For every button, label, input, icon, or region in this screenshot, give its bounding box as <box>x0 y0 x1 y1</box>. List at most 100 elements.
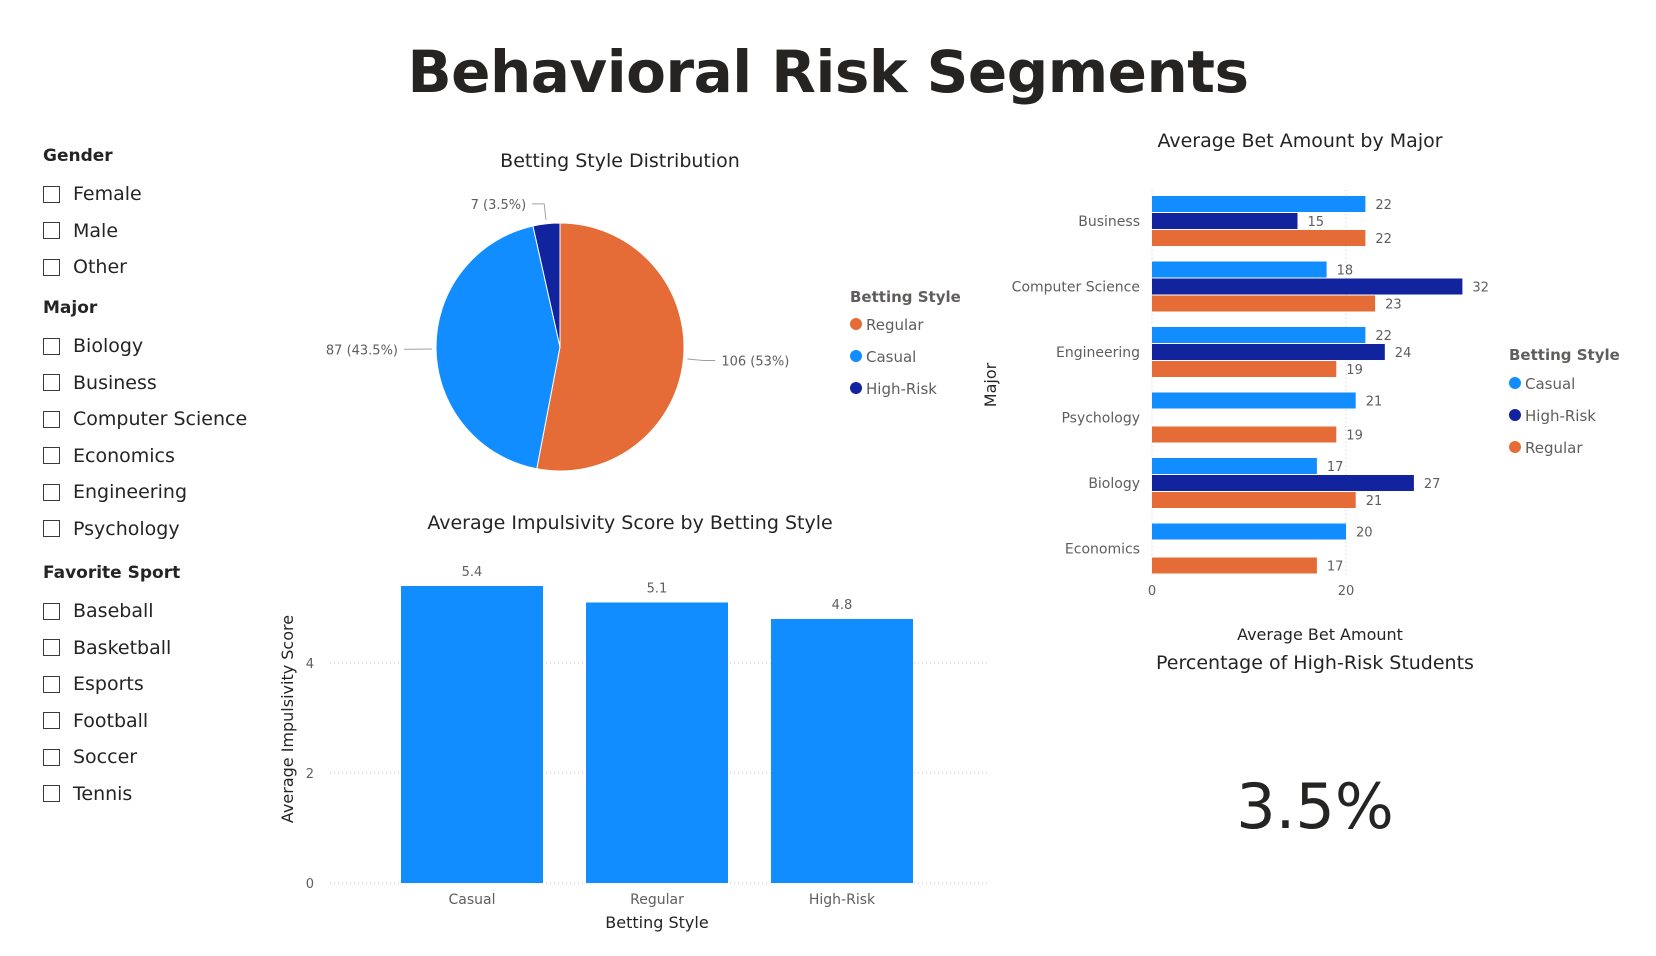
checkbox[interactable] <box>43 602 60 620</box>
slicer-item-label: Computer Science <box>73 408 248 431</box>
y-axis-title: Major <box>981 362 1000 407</box>
slicer-item-label: Esports <box>73 673 144 696</box>
bar-data-label: 17 <box>1327 560 1344 575</box>
checkbox[interactable] <box>43 639 60 657</box>
slicer-item-psychology[interactable]: Psychology <box>43 511 283 548</box>
checkbox[interactable] <box>43 222 60 240</box>
y-category-label: Psychology <box>1061 411 1140 427</box>
legend-marker <box>850 350 862 362</box>
slicer-item-esports[interactable]: Esports <box>43 666 283 703</box>
bar-regular[interactable] <box>1152 492 1356 508</box>
bar-regular[interactable] <box>1152 361 1337 377</box>
checkbox[interactable] <box>43 374 60 392</box>
slicer-item-label: Soccer <box>73 746 138 769</box>
bar-data-label: 19 <box>1346 429 1363 444</box>
bar-data-label: 27 <box>1424 477 1441 492</box>
favorite-sport-slicer: Favorite Sport Baseball Basketball Espor… <box>43 563 283 812</box>
y-category-label: Biology <box>1088 476 1140 492</box>
bar-legend-item[interactable]: Casual <box>1525 375 1575 393</box>
bar-data-label: 18 <box>1337 264 1354 279</box>
slicer-item-female[interactable]: Female <box>43 176 283 213</box>
slicer-item-male[interactable]: Male <box>43 213 283 250</box>
slicer-title: Major <box>43 298 98 318</box>
pie-slice-regular[interactable] <box>536 222 685 472</box>
checkbox[interactable] <box>43 748 60 766</box>
bar-casual[interactable] <box>1152 523 1346 540</box>
x-axis-title: Betting Style <box>605 913 708 932</box>
pie-legend-item[interactable]: Regular <box>866 316 924 334</box>
slicer-item-baseball[interactable]: Baseball <box>43 593 283 630</box>
bar-data-label: 19 <box>1346 363 1363 378</box>
slicer-item-economics[interactable]: Economics <box>43 438 283 475</box>
bar-regular[interactable] <box>1152 426 1337 443</box>
slicer-item-engineering[interactable]: Engineering <box>43 474 283 511</box>
pie-slice-casual[interactable] <box>435 225 561 470</box>
bar-casual[interactable] <box>1152 392 1356 409</box>
y-tick-label: 2 <box>306 767 314 782</box>
slicer-item-football[interactable]: Football <box>43 703 283 740</box>
checkbox[interactable] <box>43 785 60 803</box>
slicer-item-label: Basketball <box>73 636 172 659</box>
checkbox[interactable] <box>43 483 60 501</box>
slicer-item-label: Other <box>73 256 127 279</box>
bar-casual[interactable] <box>1152 196 1366 212</box>
y-category-label: Business <box>1078 214 1140 230</box>
bar-high-risk[interactable] <box>1152 278 1463 295</box>
bar-data-label: 22 <box>1375 329 1392 344</box>
checkbox[interactable] <box>43 447 60 465</box>
bar-casual[interactable] <box>1152 327 1366 343</box>
legend-marker <box>1509 409 1521 421</box>
bet-amount-chart-title: Average Bet Amount by Major <box>1157 130 1443 152</box>
x-tick-label: High-Risk <box>809 892 876 908</box>
slicer-item-computer-science[interactable]: Computer Science <box>43 401 283 438</box>
slicer-item-business[interactable]: Business <box>43 365 283 402</box>
bar-data-label: 5.4 <box>462 565 483 580</box>
slicer-item-soccer[interactable]: Soccer <box>43 739 283 776</box>
slicer-item-basketball[interactable]: Basketball <box>43 630 283 667</box>
bar-legend-item[interactable]: High-Risk <box>1525 407 1596 425</box>
x-axis-title: Average Bet Amount <box>1237 625 1403 644</box>
bar-data-label: 22 <box>1375 232 1392 247</box>
slicer-item-label: Female <box>73 183 142 206</box>
bar-regular[interactable] <box>1152 230 1366 246</box>
legend-marker <box>850 382 862 394</box>
bar-regular[interactable] <box>1152 557 1317 574</box>
slicer-item-label: Baseball <box>73 600 154 623</box>
checkbox[interactable] <box>43 258 60 276</box>
bar-casual[interactable] <box>401 586 543 883</box>
checkbox[interactable] <box>43 712 60 730</box>
checkbox[interactable] <box>43 185 60 203</box>
bar-legend-item[interactable]: Regular <box>1525 439 1583 457</box>
pie-chart-title: Betting Style Distribution <box>500 150 740 172</box>
bar-data-label: 24 <box>1395 346 1412 361</box>
checkbox[interactable] <box>43 520 60 538</box>
bar-data-label: 5.1 <box>647 582 668 597</box>
bar-high-risk[interactable] <box>1152 213 1298 229</box>
bar-high-risk[interactable] <box>1152 475 1414 491</box>
bar-data-label: 23 <box>1385 298 1402 313</box>
pie-leader-line <box>687 358 716 362</box>
page-title: Behavioral Risk Segments <box>407 38 1249 106</box>
checkbox[interactable] <box>43 675 60 693</box>
bar-casual[interactable] <box>1152 261 1327 278</box>
y-category-label: Economics <box>1065 542 1140 558</box>
pie-slice-high-risk[interactable] <box>532 222 561 348</box>
bar-casual[interactable] <box>1152 458 1317 474</box>
checkbox[interactable] <box>43 410 60 428</box>
pie-legend-item[interactable]: Casual <box>866 348 916 366</box>
y-category-label: Computer Science <box>1012 280 1140 296</box>
slicer-item-label: Engineering <box>73 481 187 504</box>
bar-regular[interactable] <box>1152 295 1376 312</box>
bar-regular[interactable] <box>586 602 728 884</box>
slicer-item-other[interactable]: Other <box>43 249 283 286</box>
pie-data-label: 87 (43.5%) <box>326 343 398 358</box>
bar-data-label: 17 <box>1327 460 1344 475</box>
bar-data-label: 32 <box>1472 281 1489 296</box>
bar-high-risk[interactable] <box>1152 344 1385 360</box>
checkbox[interactable] <box>43 337 60 355</box>
pie-legend-item[interactable]: High-Risk <box>866 380 937 398</box>
slicer-item-tennis[interactable]: Tennis <box>43 776 283 813</box>
bar-high-risk[interactable] <box>771 619 913 883</box>
slicer-item-biology[interactable]: Biology <box>43 328 283 365</box>
bar-data-label: 15 <box>1308 215 1325 230</box>
